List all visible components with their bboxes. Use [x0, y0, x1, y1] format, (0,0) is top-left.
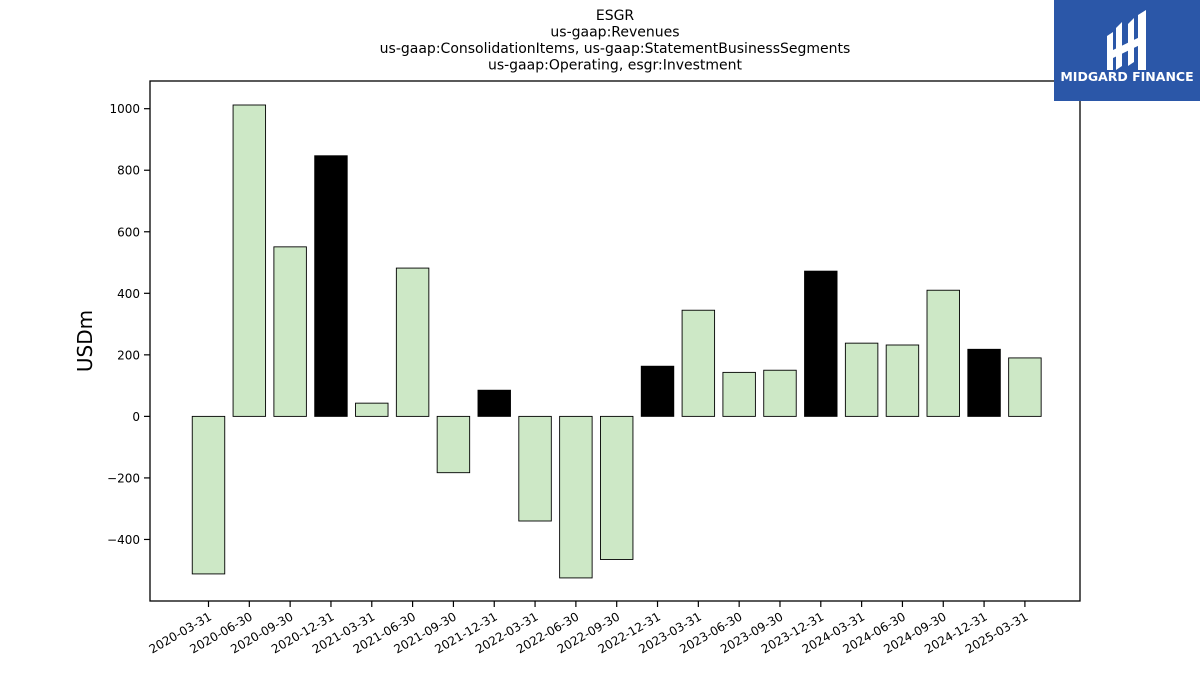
bar	[967, 348, 1001, 417]
bar	[518, 415, 552, 522]
midgard-emblem-icon	[1107, 10, 1146, 70]
title-line: us-gaap:Revenues	[550, 25, 679, 41]
bar	[1008, 357, 1042, 417]
bar	[314, 155, 348, 417]
y-tick-label: 400	[117, 287, 140, 301]
y-tick-label: 800	[117, 164, 140, 178]
bar	[395, 267, 430, 417]
midgard-finance-logo: MIDGARD FINANCE	[1054, 0, 1200, 101]
bars	[191, 104, 1042, 579]
bar	[722, 371, 756, 417]
bar	[191, 415, 226, 575]
bar	[600, 415, 634, 560]
bar	[844, 342, 879, 417]
bar	[477, 389, 511, 417]
plot-frame	[149, 80, 1081, 602]
bar	[681, 309, 716, 417]
y-tick-label: 200	[117, 348, 140, 362]
title-line: us-gaap:ConsolidationItems, us-gaap:Stat…	[380, 41, 851, 57]
bar	[559, 415, 593, 579]
y-axis: −400 −200 0 200 400 600 800 1000	[107, 102, 150, 547]
y-tick-label: 600	[117, 225, 140, 239]
y-tick-label: −200	[107, 471, 140, 485]
y-axis-label: USDm	[73, 310, 97, 372]
x-axis: 2020-03-312020-06-302020-09-302020-12-31…	[147, 601, 1030, 656]
bar	[885, 344, 920, 417]
bar	[355, 402, 389, 417]
chart-title: ESGRus-gaap:Revenuesus-gaap:Consolidatio…	[380, 8, 851, 74]
title-line: ESGR	[596, 8, 635, 24]
title-line: us-gaap:Operating, esgr:Investment	[488, 58, 743, 74]
y-tick-label: −400	[107, 533, 140, 547]
bar	[273, 246, 307, 417]
logo-text: MIDGARD FINANCE	[1060, 69, 1193, 84]
bar	[763, 369, 797, 417]
bar	[232, 104, 267, 417]
bar	[926, 289, 960, 417]
y-tick-label: 0	[132, 410, 140, 424]
bar	[640, 365, 675, 417]
bar	[804, 270, 838, 417]
y-tick-label: 1000	[109, 102, 140, 116]
bar	[436, 415, 471, 474]
